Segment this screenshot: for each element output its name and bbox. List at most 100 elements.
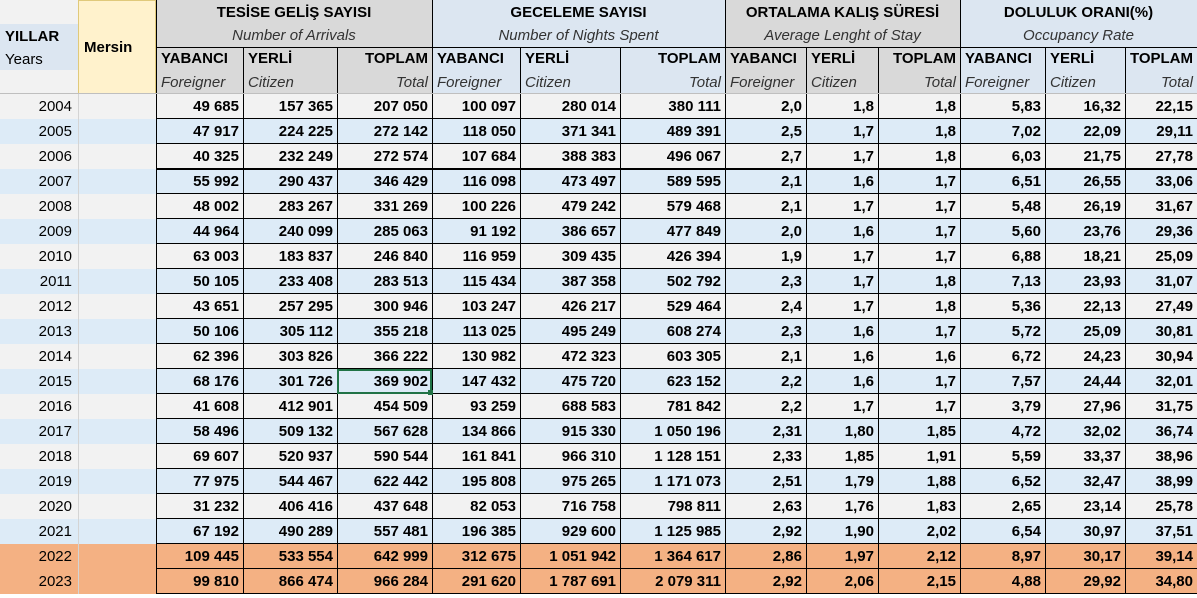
data-cell[interactable]: 1,7: [935, 323, 956, 340]
data-cell[interactable]: 387 358: [561, 273, 616, 290]
data-cell[interactable]: 29,11: [1156, 123, 1193, 140]
data-cell[interactable]: 109 445: [184, 548, 239, 565]
city-cell[interactable]: [78, 119, 156, 144]
data-cell[interactable]: 82 053: [470, 498, 516, 515]
data-cell[interactable]: 1,8: [935, 298, 956, 315]
subcolumn-header-en[interactable]: Total: [1161, 73, 1193, 91]
data-cell[interactable]: 1 787 691: [549, 573, 616, 590]
city-cell[interactable]: [78, 419, 156, 444]
data-cell[interactable]: 2,86: [772, 548, 802, 565]
city-cell[interactable]: [78, 469, 156, 494]
data-cell[interactable]: 2,63: [772, 498, 802, 515]
data-cell[interactable]: 2,0: [781, 98, 802, 115]
data-cell[interactable]: 2 079 311: [655, 573, 721, 590]
data-cell[interactable]: 22,15: [1155, 98, 1193, 115]
data-cell[interactable]: 2,1: [781, 198, 802, 215]
year-cell[interactable]: 2006: [38, 148, 72, 165]
year-cell[interactable]: 2022: [38, 548, 72, 565]
city-cell[interactable]: [78, 169, 156, 194]
data-cell[interactable]: 272 142: [373, 123, 428, 140]
city-cell[interactable]: [78, 144, 156, 169]
data-cell[interactable]: 283 267: [278, 198, 333, 215]
data-cell[interactable]: 130 982: [461, 348, 516, 365]
data-cell[interactable]: 8,97: [1011, 548, 1041, 565]
data-cell[interactable]: 23,14: [1083, 498, 1121, 515]
data-cell[interactable]: 388 383: [561, 148, 616, 165]
data-cell[interactable]: 1,91: [926, 448, 956, 465]
data-cell[interactable]: 622 442: [373, 473, 428, 490]
data-cell[interactable]: 437 648: [373, 498, 428, 515]
subcolumn-header-en[interactable]: Total: [396, 73, 428, 91]
subcolumn-header-tr[interactable]: YABANCI: [965, 50, 1032, 67]
data-cell[interactable]: 257 295: [278, 298, 333, 315]
data-cell[interactable]: 7,57: [1011, 373, 1041, 390]
data-cell[interactable]: 32,47: [1083, 473, 1121, 490]
subcolumn-header-tr[interactable]: YABANCI: [161, 50, 228, 67]
data-cell[interactable]: 58 496: [193, 423, 239, 440]
data-cell[interactable]: 1,7: [935, 173, 956, 190]
data-cell[interactable]: 623 152: [666, 373, 721, 390]
data-cell[interactable]: 7,13: [1011, 273, 1041, 290]
year-cell[interactable]: 2023: [38, 573, 72, 590]
data-cell[interactable]: 103 247: [461, 298, 516, 315]
city-cell[interactable]: [78, 319, 156, 344]
data-cell[interactable]: 1,7: [935, 373, 956, 390]
data-cell[interactable]: 1,7: [853, 198, 874, 215]
data-cell[interactable]: 781 842: [666, 398, 721, 415]
data-cell[interactable]: 1,8: [853, 98, 874, 115]
data-cell[interactable]: 18,21: [1083, 248, 1121, 265]
data-cell[interactable]: 41 608: [193, 398, 239, 415]
data-cell[interactable]: 1 051 942: [549, 548, 616, 565]
data-cell[interactable]: 134 866: [461, 423, 516, 440]
data-cell[interactable]: 479 242: [561, 198, 616, 215]
data-cell[interactable]: 603 305: [666, 348, 721, 365]
subcolumn-header-en[interactable]: Citizen: [248, 73, 294, 91]
data-cell[interactable]: 224 225: [278, 123, 333, 140]
subcolumn-header-tr[interactable]: TOPLAM: [657, 50, 721, 67]
year-cell[interactable]: 2004: [38, 98, 72, 115]
city-cell[interactable]: [78, 369, 156, 394]
data-cell[interactable]: 1,7: [935, 223, 956, 240]
data-cell[interactable]: 30,94: [1155, 348, 1193, 365]
data-cell[interactable]: 966 284: [373, 573, 428, 590]
data-cell[interactable]: 38,96: [1155, 448, 1193, 465]
data-cell[interactable]: 1,79: [844, 473, 874, 490]
data-cell[interactable]: 30,81: [1155, 323, 1193, 340]
corner-blank-cell[interactable]: [0, 0, 78, 24]
data-cell[interactable]: 40 325: [193, 148, 239, 165]
data-cell[interactable]: 290 437: [278, 173, 333, 190]
data-cell[interactable]: 544 467: [278, 473, 333, 490]
data-cell[interactable]: 100 226: [461, 198, 516, 215]
data-cell[interactable]: 6,72: [1011, 348, 1041, 365]
data-cell[interactable]: 2,12: [926, 548, 956, 565]
data-cell[interactable]: 2,06: [844, 573, 874, 590]
data-cell[interactable]: 26,55: [1083, 173, 1121, 190]
data-cell[interactable]: 6,88: [1011, 248, 1041, 265]
data-cell[interactable]: 1,7: [853, 248, 874, 265]
data-cell[interactable]: 1,85: [926, 423, 956, 440]
subcolumn-header-tr[interactable]: YERLİ: [248, 50, 293, 67]
data-cell[interactable]: 509 132: [278, 423, 333, 440]
data-cell[interactable]: 579 468: [666, 198, 721, 215]
data-cell[interactable]: 246 840: [373, 248, 428, 265]
data-cell[interactable]: 22,13: [1083, 298, 1121, 315]
data-cell[interactable]: 2,4: [781, 298, 802, 315]
data-cell[interactable]: 6,52: [1011, 473, 1041, 490]
data-cell[interactable]: 495 249: [561, 323, 616, 340]
data-cell[interactable]: 5,48: [1011, 198, 1041, 215]
year-cell[interactable]: 2008: [38, 198, 72, 215]
data-cell[interactable]: 1,90: [844, 523, 874, 540]
data-cell[interactable]: 1,8: [935, 273, 956, 290]
data-cell[interactable]: 305 112: [279, 323, 333, 340]
data-cell[interactable]: 232 249: [278, 148, 333, 165]
data-cell[interactable]: 161 841: [461, 448, 516, 465]
data-cell[interactable]: 43 651: [193, 298, 239, 315]
data-cell[interactable]: 27,96: [1083, 398, 1121, 415]
data-cell[interactable]: 1,8: [935, 98, 956, 115]
data-cell[interactable]: 520 937: [278, 448, 333, 465]
data-cell[interactable]: 157 365: [278, 98, 333, 115]
data-cell[interactable]: 100 097: [461, 98, 516, 115]
data-cell[interactable]: 63 003: [193, 248, 239, 265]
data-cell[interactable]: 6,54: [1011, 523, 1041, 540]
data-cell[interactable]: 183 837: [278, 248, 333, 265]
